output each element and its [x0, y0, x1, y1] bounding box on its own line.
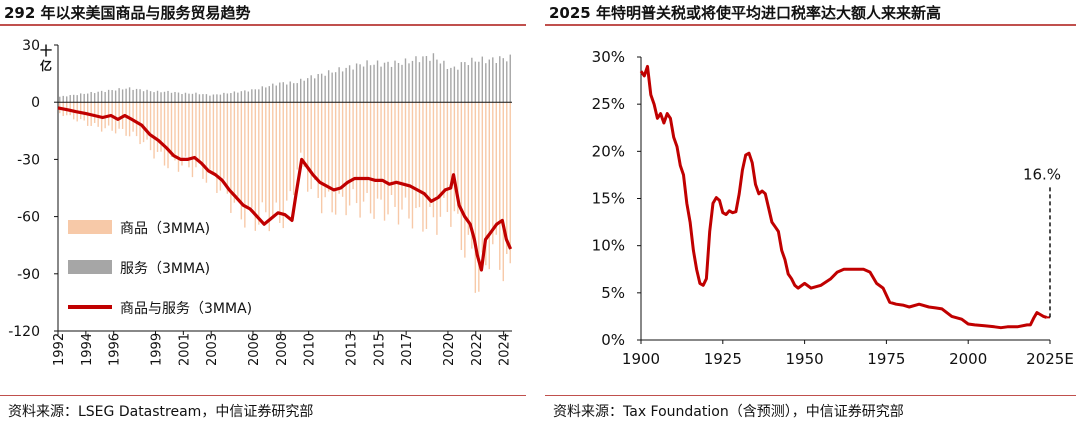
x-tick-label: 2020: [442, 333, 457, 366]
y-unit-label: 十: [40, 43, 52, 58]
left-source-note: 资料来源：LSEG Datastream，中信证券研究部: [8, 404, 314, 420]
y-tick-label: -30: [17, 152, 40, 168]
left-source-rule: [0, 395, 526, 396]
legend-swatch: [68, 220, 112, 234]
left-chart-title: 292 年以来美国商品与服务贸易趋势: [4, 4, 251, 22]
y-tick-label: -90: [17, 267, 40, 283]
x-tick-label: 2010: [303, 333, 318, 366]
x-tick-label: 1900: [622, 350, 660, 368]
right-source-rule: [545, 395, 1076, 396]
projection-annotation: 16.%: [1023, 165, 1061, 183]
x-tick-label: 2000: [949, 350, 987, 368]
legend-label: 商品与服务（3MMA): [120, 301, 252, 317]
left-chart-panel: 292 年以来美国商品与服务贸易趋势 30 0 -30 -60 -90 -120 十亿 199…: [0, 0, 530, 423]
right-title-rule: [545, 24, 1076, 26]
x-tick-label: 1925: [704, 350, 742, 368]
left-title-rule: [0, 24, 526, 26]
y-tick-label: 0%: [601, 331, 625, 349]
x-tick-label: 1975: [867, 350, 905, 368]
y-tick-label: 30%: [592, 48, 625, 66]
y-tick-label: 5%: [601, 284, 625, 302]
x-tick-label: 2022: [470, 333, 485, 366]
right-chart: 0% 5% 10% 15% 20% 25% 30% 1900 1925 1950 1975 2000 2…: [592, 48, 1074, 368]
right-chart-panel: 2025 年特明普关税或将使平均进口税率达大额人来来新高 0% 5% 10% 15% 2…: [545, 0, 1080, 423]
y-tick-label: -120: [8, 324, 40, 340]
y-tick-label: 20%: [592, 142, 625, 160]
x-tick-label: 2001: [177, 333, 192, 366]
x-tick-label: 1999: [149, 333, 164, 366]
y-tick-label: -60: [17, 210, 40, 226]
y-tick-label: 10%: [592, 237, 625, 255]
y-tick-label: 0: [31, 95, 40, 111]
x-tick-label: 1950: [786, 350, 824, 368]
x-tick-label: 2006: [247, 333, 262, 366]
x-tick-label: 2017: [400, 333, 415, 366]
left-chart: 30 0 -30 -60 -90 -120 十亿 1992 1994 1996 1999 2001 20…: [8, 38, 513, 366]
legend-swatch: [68, 260, 112, 274]
x-tick-label: 1992: [52, 333, 67, 366]
right-chart-title: 2025 年特明普关税或将使平均进口税率达大额人来来新高: [549, 4, 941, 22]
x-tick-label: 1994: [80, 333, 95, 366]
x-tick-label: 2008: [275, 333, 290, 366]
legend-label: 服务（3MMA): [120, 261, 210, 277]
x-tick-label: 2003: [205, 333, 220, 366]
tariff-rate-line: [639, 64, 1048, 330]
x-tick-label: 1996: [108, 333, 123, 366]
total-trade-line: [57, 106, 513, 272]
y-unit-label: 亿: [40, 58, 52, 73]
x-tick-label: 2013: [344, 333, 359, 366]
y-tick-label: 30: [22, 38, 40, 54]
y-tick-label: 15%: [592, 190, 625, 208]
x-tick-label: 2024: [498, 333, 513, 366]
x-tick-label: 2015: [372, 333, 387, 366]
legend-label: 商品（3MMA): [120, 221, 210, 237]
right-source-note: 资料来源：Tax Foundation（含预测），中信证券研究部: [553, 404, 904, 420]
y-tick-label: 25%: [592, 95, 625, 113]
x-tick-label: 2025E: [1026, 350, 1074, 368]
